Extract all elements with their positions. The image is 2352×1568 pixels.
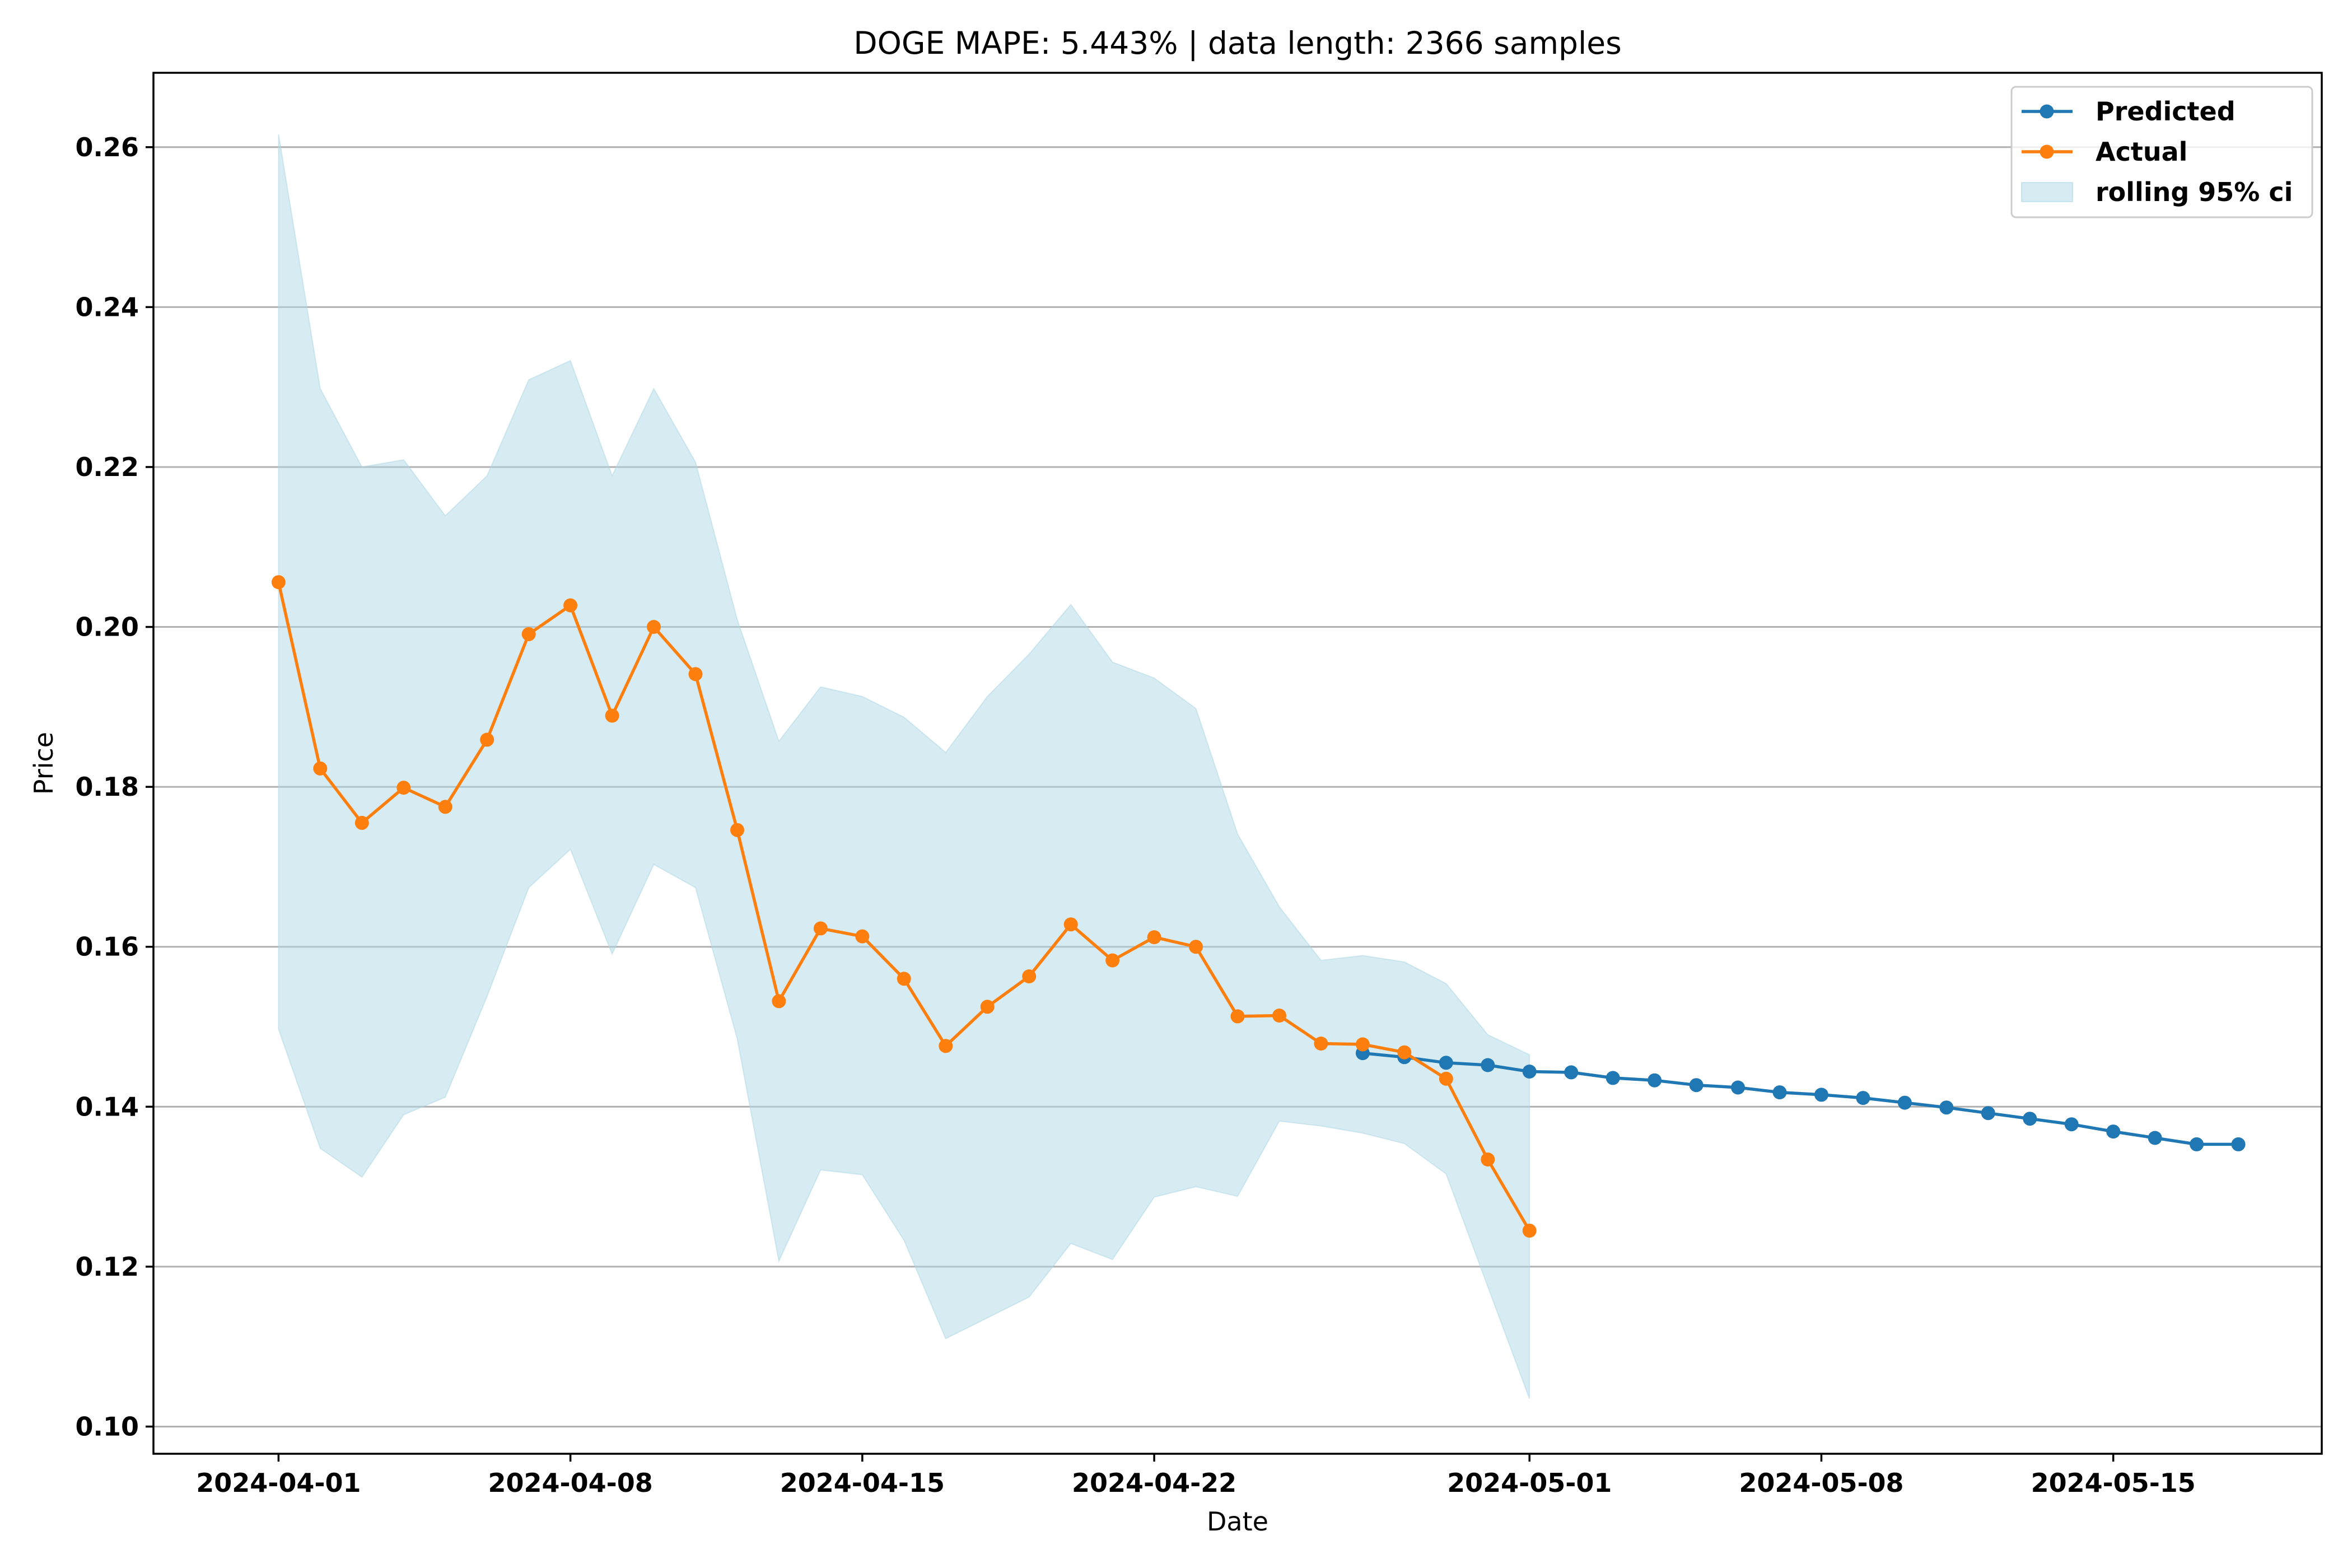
data-point-actual (563, 598, 578, 613)
data-point-actual (855, 929, 870, 944)
data-point-actual (521, 627, 536, 641)
x-tick-label: 2024-04-08 (488, 1468, 652, 1498)
data-point-actual (730, 823, 744, 837)
data-point-predicted (2106, 1124, 2121, 1139)
data-point-actual (1355, 1037, 1370, 1052)
data-point-predicted (1689, 1078, 1704, 1093)
y-tick-label: 0.26 (76, 132, 139, 162)
legend-marker-swatch (2040, 104, 2054, 119)
x-tick-label: 2024-05-15 (2031, 1468, 2196, 1498)
data-point-actual (1147, 930, 1161, 945)
x-tick-label: 2024-04-01 (196, 1468, 361, 1498)
data-point-predicted (2190, 1137, 2204, 1151)
data-point-actual (688, 667, 703, 682)
data-point-predicted (1856, 1091, 1870, 1105)
legend-box (2010, 86, 2313, 218)
data-point-actual (772, 994, 786, 1009)
data-point-actual (480, 732, 494, 747)
data-point-actual (271, 575, 286, 590)
y-axis-ticks: 0.10 0.12 0.14 0.16 0.18 0.20 0.22 0.24 0.26 (76, 132, 153, 1441)
data-point-actual (1063, 917, 1078, 932)
data-point-actual (647, 620, 661, 634)
data-point-actual (1397, 1045, 1412, 1060)
data-point-actual (1314, 1037, 1328, 1051)
data-point-predicted (1439, 1056, 1453, 1070)
y-axis-label: Price (29, 732, 59, 795)
data-point-actual (939, 1039, 953, 1053)
data-point-predicted (2148, 1131, 2162, 1145)
data-point-actual (1439, 1071, 1453, 1086)
series-actual (271, 575, 1537, 1238)
data-point-predicted (1897, 1095, 1912, 1110)
legend-marker-swatch (2040, 144, 2054, 159)
x-axis-label: Date (1207, 1506, 1268, 1537)
data-point-actual (396, 781, 411, 795)
y-tick-label: 0.10 (76, 1411, 139, 1441)
data-point-actual (980, 1000, 995, 1014)
x-tick-label: 2024-04-22 (1072, 1468, 1236, 1498)
data-point-predicted (2231, 1137, 2246, 1151)
y-tick-label: 0.18 (76, 772, 139, 802)
series-line-predicted (1362, 1051, 2239, 1146)
data-point-actual (438, 800, 452, 814)
data-point-actual (1272, 1009, 1286, 1023)
y-tick-label: 0.12 (76, 1252, 139, 1282)
y-tick-label: 0.20 (76, 612, 139, 642)
data-point-predicted (1522, 1065, 1537, 1079)
chart-title: DOGE MAPE: 5.443% | data length: 2366 sa… (853, 25, 1621, 62)
data-point-predicted (1564, 1065, 1579, 1080)
data-point-actual (1481, 1152, 1495, 1166)
data-point-actual (354, 815, 369, 830)
data-point-predicted (1481, 1058, 1495, 1072)
data-point-predicted (1814, 1088, 1828, 1102)
data-point-predicted (1772, 1085, 1787, 1100)
data-point-predicted (1939, 1100, 1954, 1115)
data-point-actual (313, 761, 328, 776)
y-tick-label: 0.16 (76, 932, 139, 962)
series-lines (271, 575, 2246, 1238)
x-tick-label: 2024-05-01 (1447, 1468, 1612, 1498)
legend-label: Predicted (2096, 96, 2236, 127)
legend-label: rolling 95% ci (2096, 177, 2293, 207)
data-point-actual (1230, 1009, 1245, 1024)
legend-item-predicted: Predicted (2022, 96, 2236, 127)
data-point-actual (1105, 953, 1120, 968)
data-point-predicted (2023, 1112, 2037, 1126)
ci-band-area (278, 134, 1530, 1399)
data-point-predicted (1606, 1071, 1620, 1085)
data-point-actual (1522, 1224, 1537, 1238)
legend-item-actual: Actual (2022, 137, 2187, 167)
x-tick-label: 2024-05-08 (1739, 1468, 1903, 1498)
data-point-predicted (1981, 1106, 1995, 1121)
confidence-band (278, 134, 1530, 1399)
data-point-actual (813, 921, 828, 936)
y-tick-label: 0.14 (76, 1091, 139, 1122)
plot-frame (152, 72, 2323, 1455)
data-point-predicted (2064, 1117, 2079, 1132)
data-point-predicted (1648, 1073, 1662, 1088)
x-axis-ticks: 2024-04-01 2024-04-08 2024-04-15 2024-04-22… (196, 1454, 2196, 1498)
legend-item-rolling-95-ci: rolling 95% ci (2021, 177, 2293, 207)
y-tick-label: 0.22 (76, 452, 139, 482)
legend-patch-swatch (2021, 182, 2073, 202)
y-tick-label: 0.24 (76, 292, 139, 322)
x-tick-label: 2024-04-15 (780, 1468, 945, 1498)
data-point-actual (897, 972, 911, 986)
data-point-actual (1022, 969, 1037, 983)
data-point-actual (1189, 940, 1203, 954)
legend-label: Actual (2096, 137, 2187, 167)
legend: Predicted Actual rolling 95% ci (2010, 86, 2313, 218)
data-point-predicted (1731, 1080, 1745, 1095)
data-point-actual (605, 708, 619, 723)
